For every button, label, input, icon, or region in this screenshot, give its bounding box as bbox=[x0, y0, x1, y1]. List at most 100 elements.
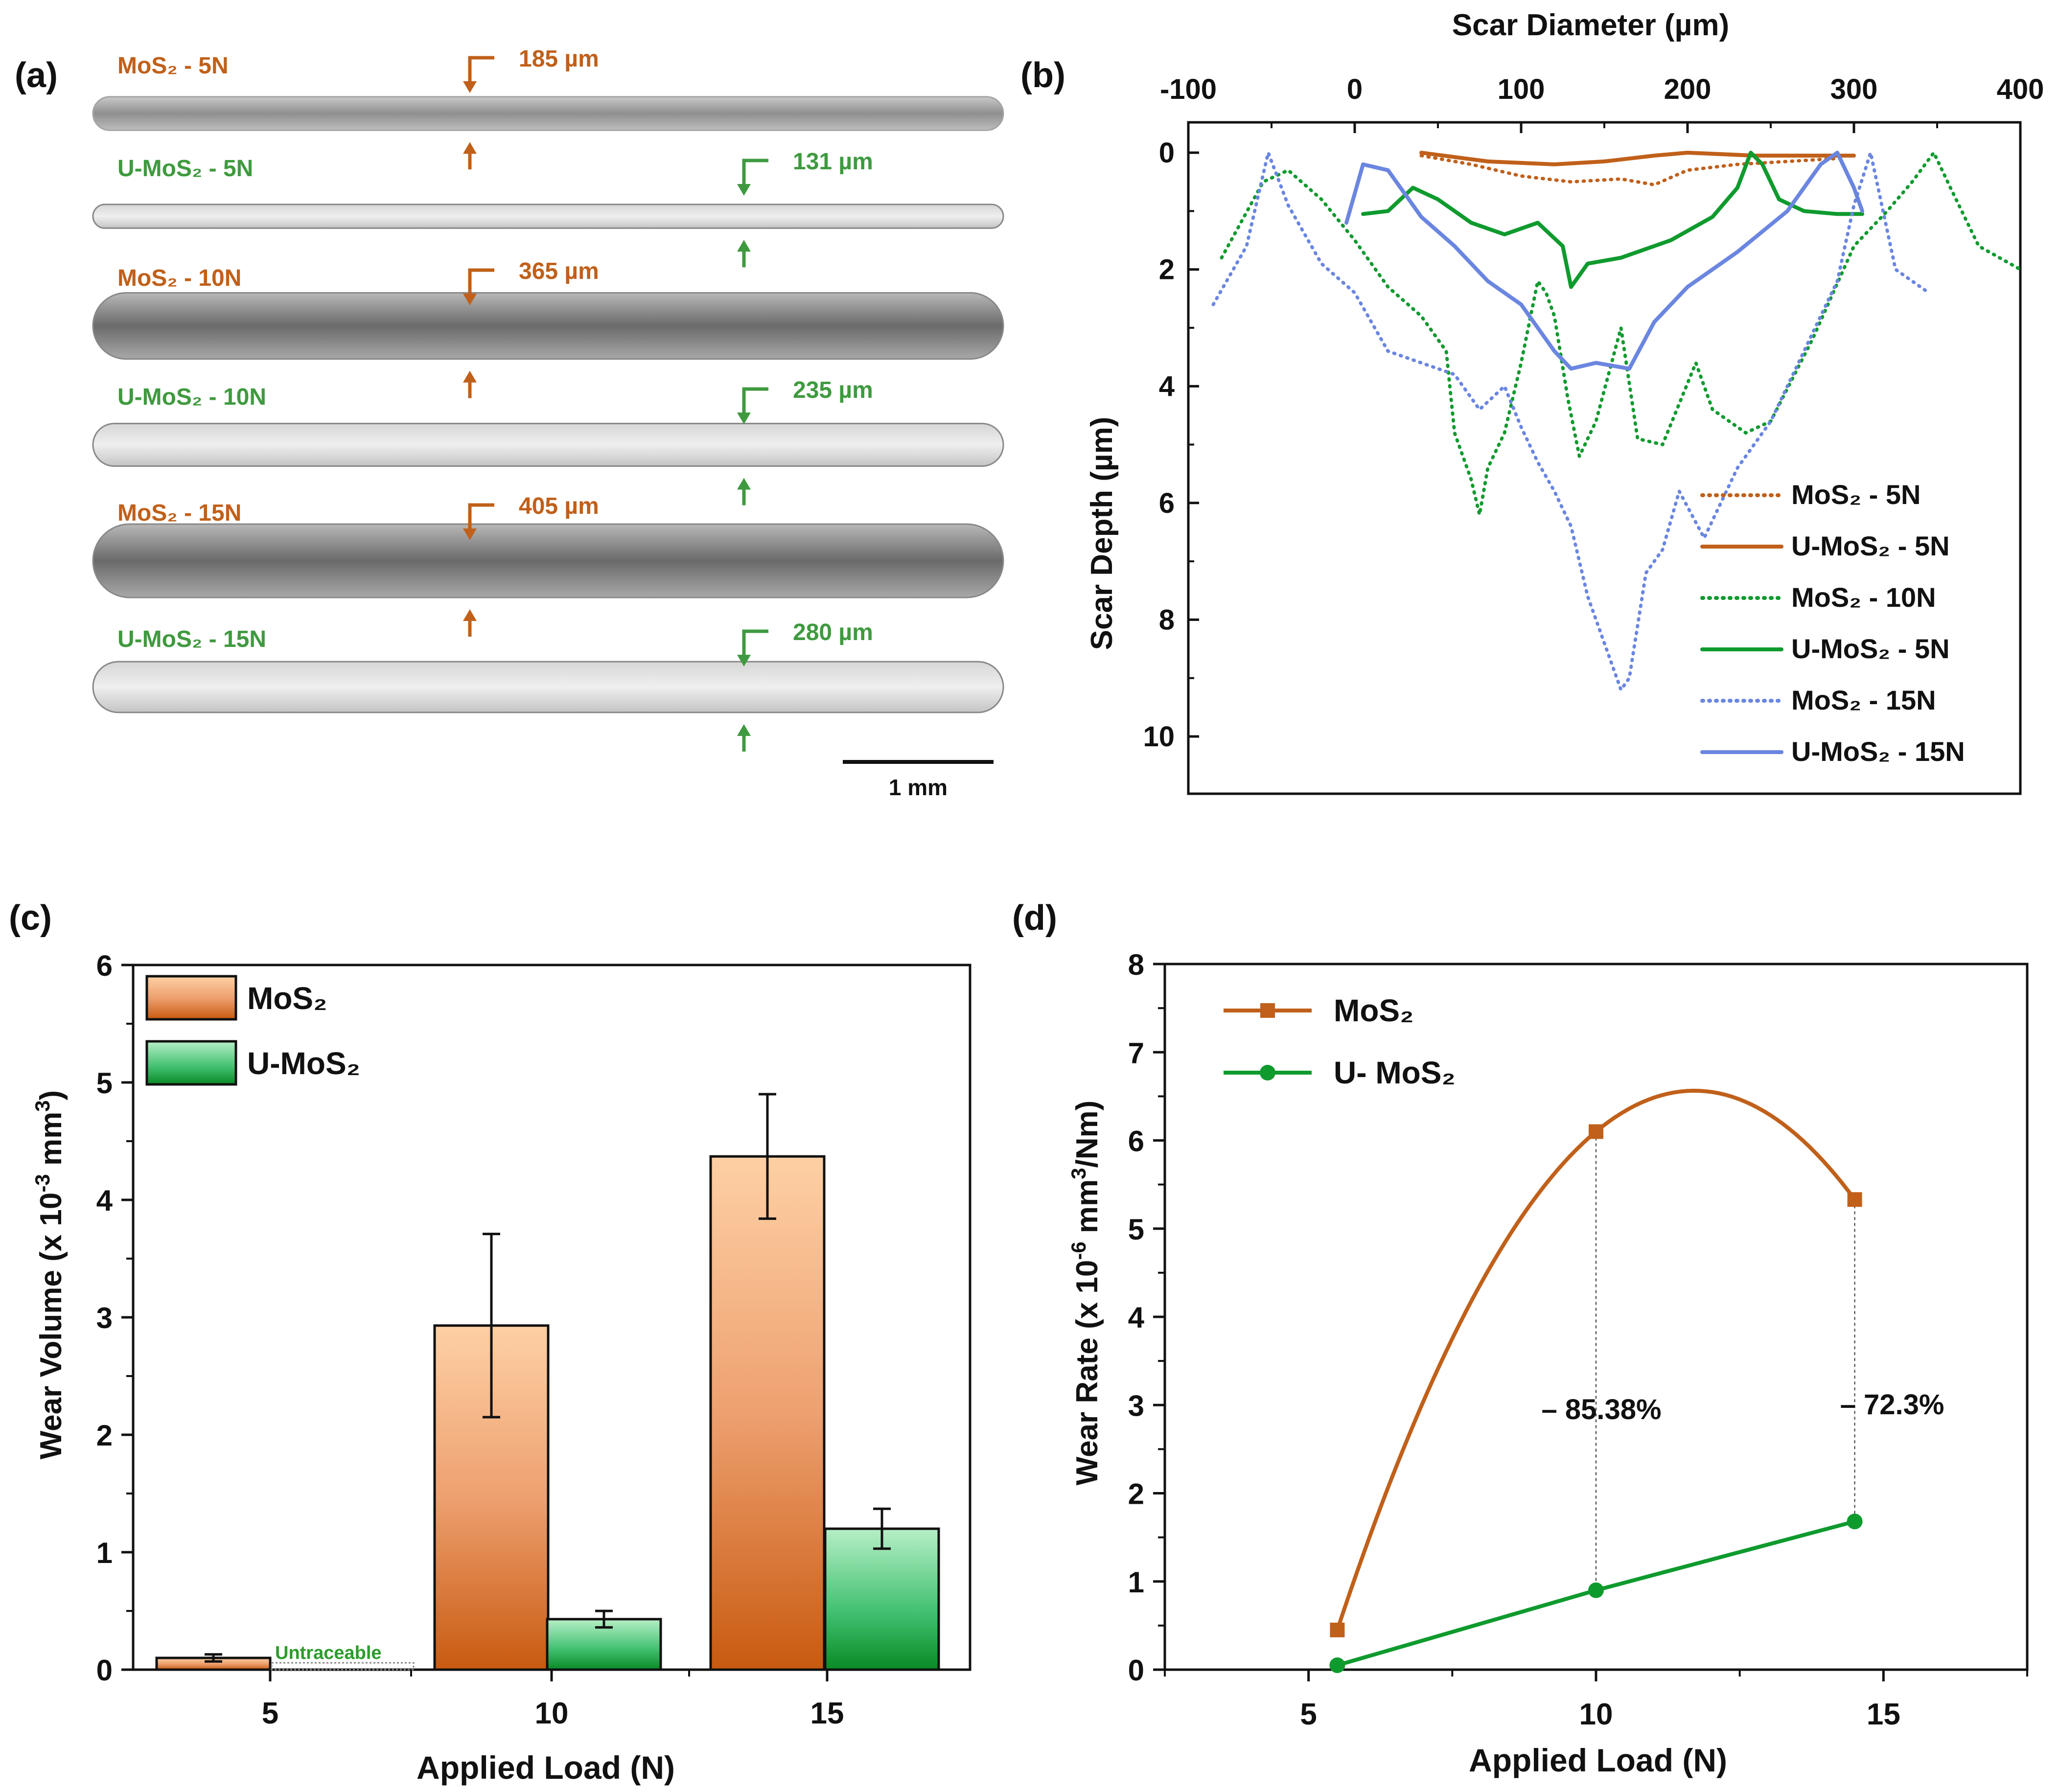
data-point bbox=[1847, 1192, 1862, 1207]
x-tick-label: -100 bbox=[1160, 73, 1217, 105]
panel-c-ticks: 0 1 2 3 4 5 6 5 10 15 bbox=[96, 949, 844, 1730]
x-tick-label: 300 bbox=[1830, 73, 1878, 105]
arrow-up-icon bbox=[737, 478, 751, 490]
y-tick-label: 10 bbox=[1143, 721, 1175, 753]
arrow-up-icon bbox=[463, 142, 477, 154]
legend-label: MoS₂ bbox=[1334, 993, 1414, 1028]
panel-b-legend: MoS₂ - 5N U-MoS₂ - 5N MoS₂ - 10N U-MoS₂ - 5… bbox=[1700, 479, 1965, 767]
arrow-up-icon bbox=[737, 240, 751, 252]
scar-label: U-MoS₂ - 15N bbox=[117, 626, 266, 652]
data-point bbox=[1588, 1582, 1604, 1598]
y-tick-label: 1 bbox=[1128, 1566, 1144, 1599]
panel-c: (c) Wear Volume (x 10-3 mm3) Applied Loa… bbox=[9, 898, 972, 1786]
scar-label: MoS₂ - 5N bbox=[117, 53, 229, 79]
bar bbox=[709, 1155, 826, 1671]
scar-width-label: 235 µm bbox=[793, 377, 873, 403]
scar-width-label: 131 µm bbox=[793, 149, 873, 175]
arrow-up-icon bbox=[737, 724, 751, 736]
panel-b-x-axis-title: Scar Diameter (µm) bbox=[1452, 8, 1729, 42]
y-tick-label: 6 bbox=[1159, 487, 1175, 519]
scar-width-label: 405 µm bbox=[519, 493, 599, 519]
panel-b-label: (b) bbox=[1020, 56, 1065, 95]
wear-scar-image bbox=[92, 523, 1004, 598]
legend-label: U-MoS₂ - 15N bbox=[1791, 736, 1965, 767]
wear-scar-image bbox=[92, 422, 1004, 467]
y-tick-label: 5 bbox=[96, 1067, 113, 1100]
y-tick-label: 6 bbox=[1128, 1125, 1144, 1158]
y-tick-label: 4 bbox=[1159, 370, 1175, 402]
series-line bbox=[1419, 154, 1839, 187]
series-line bbox=[1344, 151, 1864, 371]
x-tick-label: 10 bbox=[535, 1697, 569, 1730]
arrow-down-icon bbox=[737, 413, 751, 424]
untraceable-label: Untraceable bbox=[275, 1643, 382, 1663]
wear-scar-images: MoS₂ - 5N 185 µm U-MoS₂ - 5N 131 µm MoS₂ - 1… bbox=[92, 46, 1004, 752]
y-tick-label: 2 bbox=[1128, 1478, 1144, 1511]
data-point bbox=[1847, 1514, 1863, 1530]
scar-label: MoS₂ - 15N bbox=[117, 500, 241, 526]
data-point bbox=[1589, 1124, 1603, 1139]
untraceable-bar-placeholder bbox=[271, 1662, 415, 1671]
legend-label: MoS₂ - 15N bbox=[1791, 685, 1936, 715]
y-tick-label: 4 bbox=[96, 1184, 113, 1217]
panel-d-legend: MoS₂ U- MoS₂ bbox=[1224, 993, 1456, 1090]
x-tick-label: 5 bbox=[1300, 1698, 1317, 1731]
arrow-up-icon bbox=[463, 370, 477, 383]
width-marker-top bbox=[468, 503, 494, 534]
series-line bbox=[1361, 151, 1864, 289]
reduction-label: – 72.3% bbox=[1840, 1389, 1944, 1421]
y-tick-label: 3 bbox=[1128, 1389, 1144, 1422]
scar-width-label: 280 µm bbox=[793, 620, 873, 645]
wear-scar-image bbox=[92, 96, 1004, 131]
arrow-down-icon bbox=[463, 528, 477, 540]
y-tick-label: 7 bbox=[1128, 1036, 1144, 1069]
x-tick-label: 0 bbox=[1347, 73, 1363, 105]
legend-swatch bbox=[145, 975, 237, 1021]
y-tick-label: 1 bbox=[96, 1537, 113, 1569]
arrow-down-icon bbox=[737, 184, 751, 196]
panel-d-label: (d) bbox=[1012, 898, 1057, 938]
panel-d-x-axis-title: Applied Load (N) bbox=[1469, 1742, 1727, 1778]
panel-d-ticks: 0 1 2 3 4 5 6 7 8 5 10 15 bbox=[1128, 948, 2028, 1731]
width-marker-top bbox=[468, 268, 494, 299]
panel-b-y-axis-title: Scar Depth (µm) bbox=[1085, 417, 1119, 650]
width-marker-top bbox=[742, 629, 768, 661]
data-point bbox=[1329, 1657, 1345, 1673]
legend-label: MoS₂ - 10N bbox=[1791, 582, 1936, 613]
scar-label: U-MoS₂ - 5N bbox=[117, 156, 253, 182]
y-tick-label: 4 bbox=[1128, 1301, 1145, 1334]
arrow-down-icon bbox=[463, 81, 477, 93]
panel-c-legend: MoS₂ U-MoS₂ bbox=[145, 975, 360, 1086]
x-tick-label: 10 bbox=[1579, 1698, 1613, 1731]
legend-label: U- MoS₂ bbox=[1334, 1055, 1456, 1090]
scale-bar-label: 1 mm bbox=[889, 775, 948, 800]
wear-scar-image bbox=[92, 292, 1004, 360]
y-tick-label: 6 bbox=[96, 949, 113, 982]
y-tick-label: 0 bbox=[96, 1654, 113, 1687]
series-line bbox=[1211, 151, 1931, 692]
panel-b-ticks: -100 0 100 200 300 400 0 2 4 6 8 10 bbox=[1143, 73, 2044, 753]
x-tick-label: 200 bbox=[1664, 73, 1712, 105]
reduction-label: – 85.38% bbox=[1541, 1394, 1661, 1425]
legend-label: U-MoS₂ - 5N bbox=[1791, 530, 1950, 561]
legend-marker bbox=[1260, 1003, 1275, 1018]
panel-d-series: – 85.38% – 72.3% bbox=[1329, 1088, 1944, 1673]
legend-label: U-MoS₂ bbox=[247, 1046, 360, 1081]
panel-c-x-axis-title: Applied Load (N) bbox=[416, 1749, 675, 1786]
arrow-down-icon bbox=[463, 294, 477, 305]
legend-label: MoS₂ - 5N bbox=[1791, 479, 1920, 510]
panel-c-label: (c) bbox=[9, 898, 52, 938]
y-tick-label: 0 bbox=[1159, 137, 1175, 169]
panel-d-plot-frame bbox=[1163, 963, 2029, 1671]
bar bbox=[155, 1656, 272, 1671]
panel-a: (a) MoS₂ - 5N 185 µmU-MoS₂ - 5N 131 µmMoS₂… bbox=[15, 46, 1004, 800]
x-tick-label: 15 bbox=[1867, 1698, 1900, 1731]
width-marker-top bbox=[468, 56, 494, 87]
x-tick-label: 15 bbox=[810, 1697, 844, 1730]
data-point bbox=[1330, 1622, 1345, 1637]
y-tick-label: 8 bbox=[1159, 604, 1175, 636]
y-tick-label: 3 bbox=[96, 1302, 113, 1334]
y-tick-label: 2 bbox=[1159, 254, 1175, 286]
panel-b-series bbox=[1211, 151, 2022, 692]
bar bbox=[433, 1324, 550, 1671]
